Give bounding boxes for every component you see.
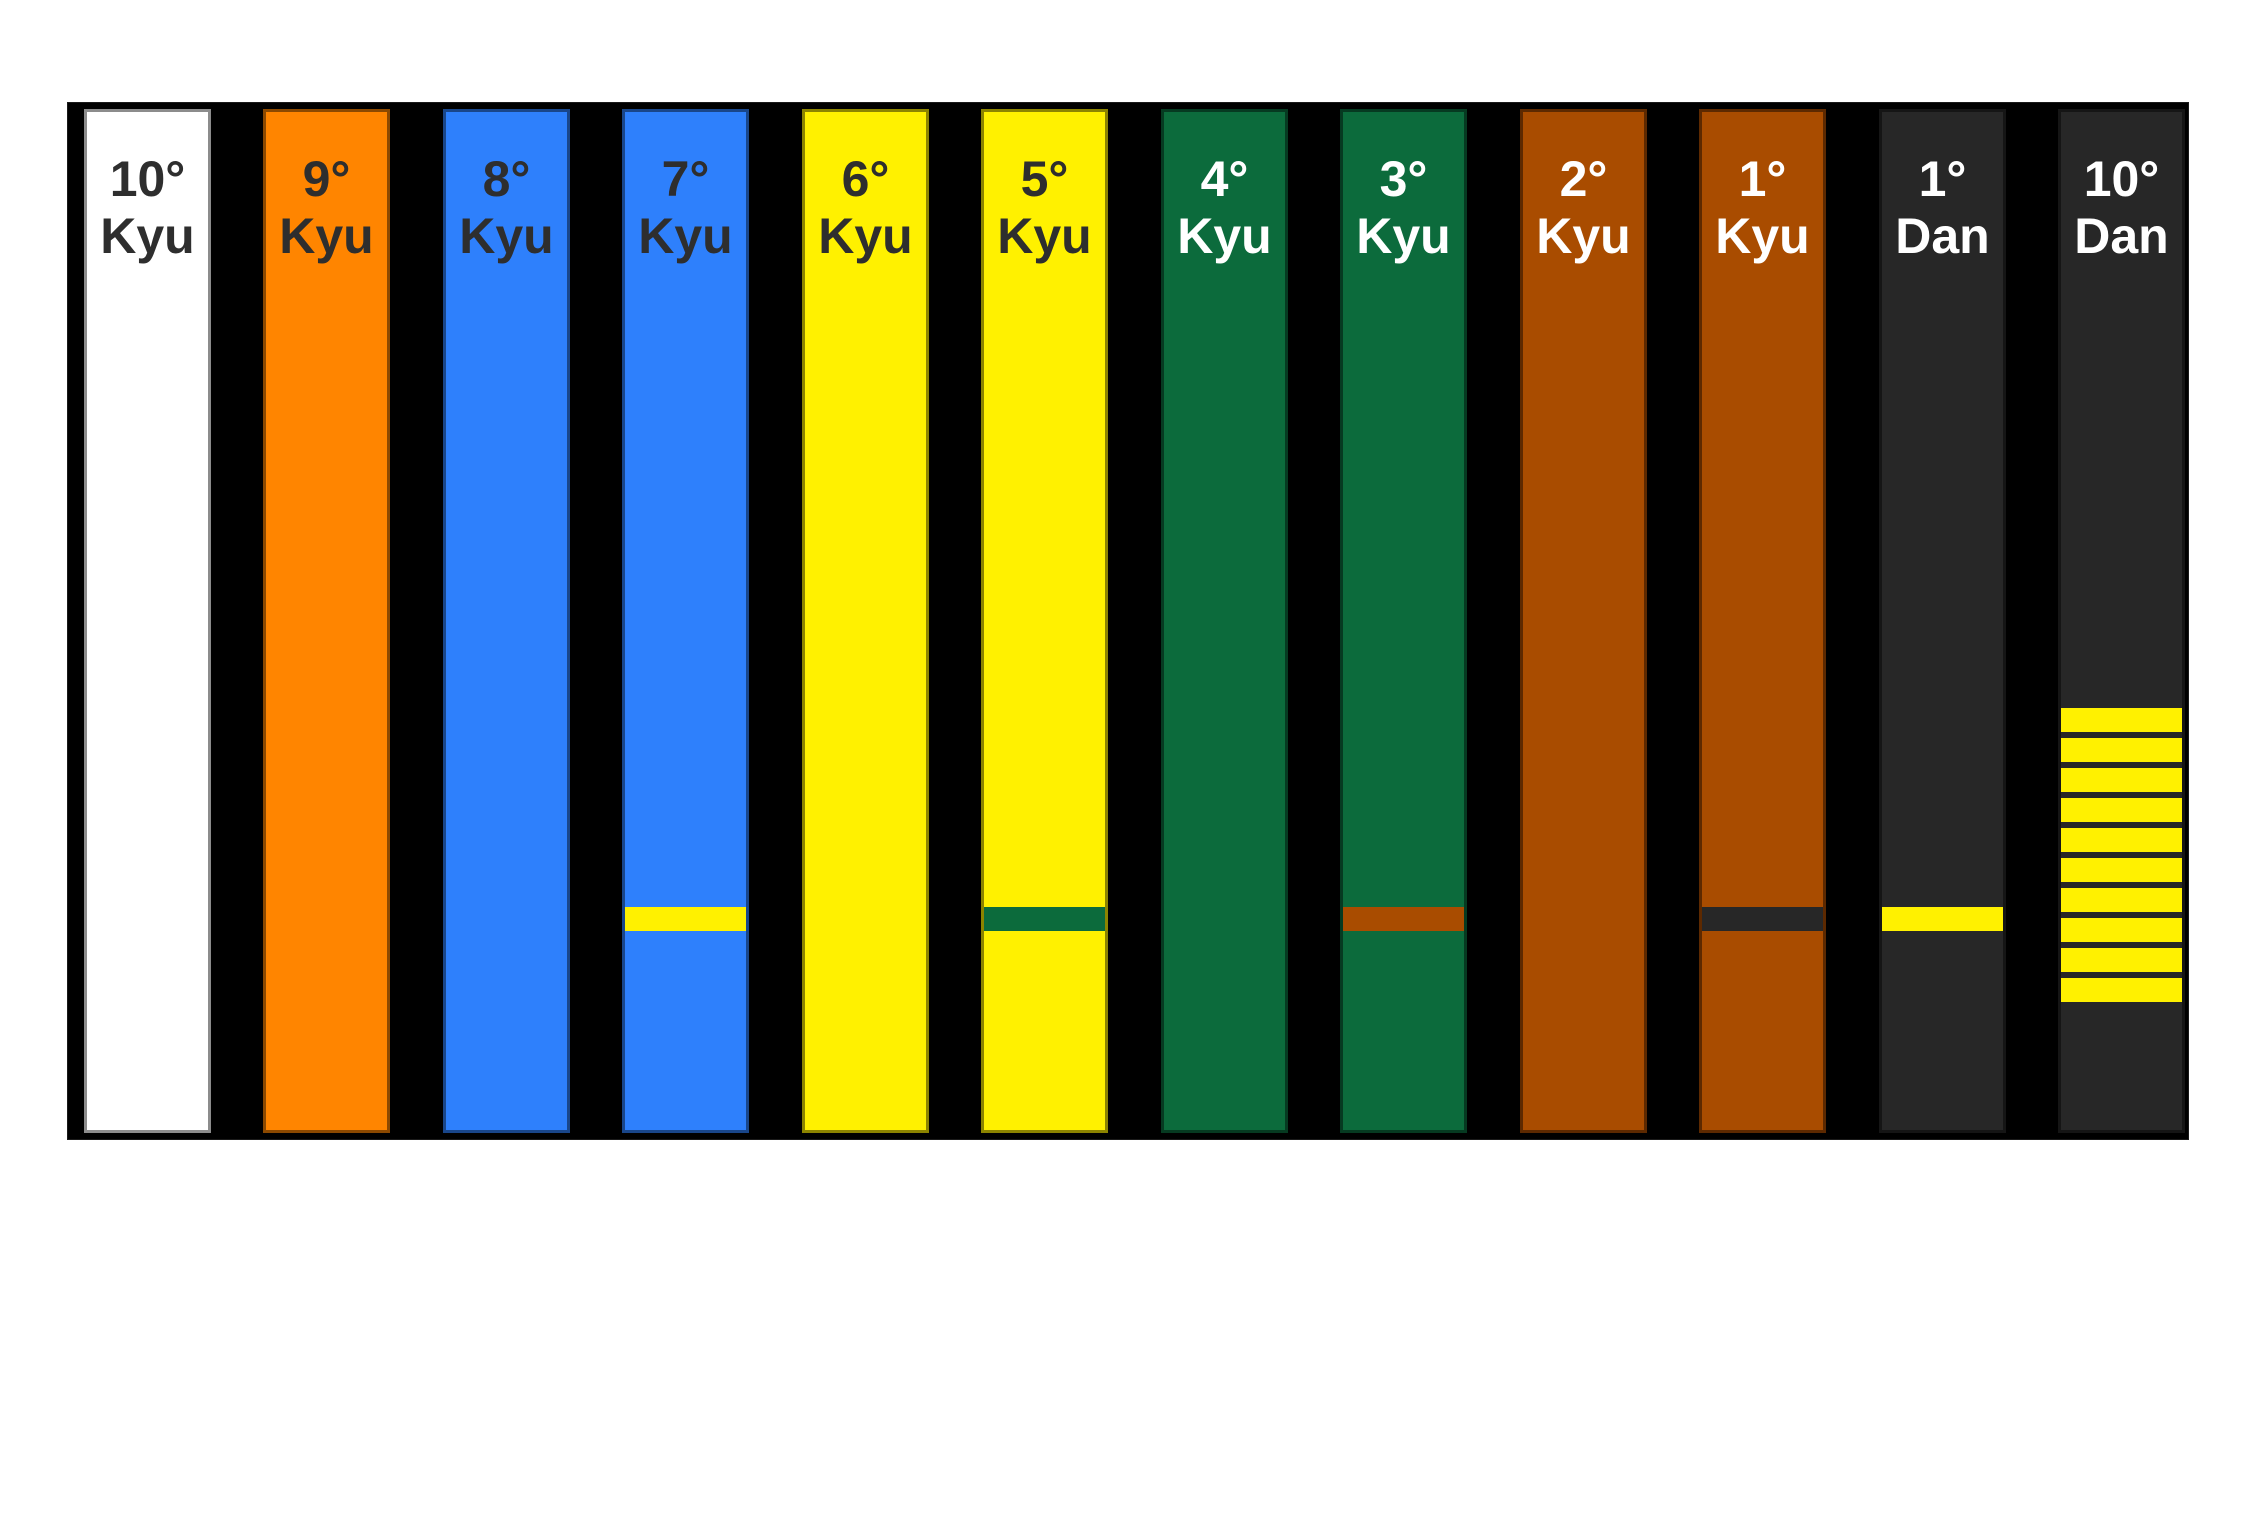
belt-kyu-9: 9° Kyu <box>263 109 390 1133</box>
belt-grade-label: Kyu <box>1356 208 1451 264</box>
belt-stripe <box>2061 948 2182 972</box>
belt-kyu-8: 8° Kyu <box>443 109 570 1133</box>
belt-stripe <box>2061 738 2182 762</box>
belt-degree-label: 5° <box>1020 151 1069 207</box>
belt-grade-label: Kyu <box>818 208 913 264</box>
belt-kyu-7: 7° Kyu <box>622 109 749 1133</box>
belt-degree-label: 3° <box>1379 151 1428 207</box>
belt-degree-label: 10° <box>109 151 186 207</box>
belt-kyu-10: 10° Kyu <box>84 109 211 1133</box>
belt-degree-label: 1° <box>1918 151 1967 207</box>
belt-kyu-6: 6° Kyu <box>802 109 929 1133</box>
belt-degree-label: 8° <box>482 151 531 207</box>
belt-grade-label: Dan <box>1895 208 1990 264</box>
belt-grade-label: Kyu <box>1177 208 1272 264</box>
belt-stripe <box>2061 798 2182 822</box>
belt-stripe <box>984 907 1105 931</box>
belt-degree-label: 6° <box>841 151 890 207</box>
belt-dan-1: 1° Dan <box>1879 109 2006 1133</box>
belt-label-kyu-10: 10° Kyu <box>87 151 208 265</box>
belt-label-kyu-1: 1° Kyu <box>1702 151 1823 265</box>
belt-stripe <box>2061 828 2182 852</box>
belt-label-kyu-2: 2° Kyu <box>1523 151 1644 265</box>
belt-stripe <box>2061 858 2182 882</box>
belt-stripe <box>1882 907 2003 931</box>
belt-stripe <box>1702 907 1823 931</box>
belt-degree-label: 7° <box>661 151 710 207</box>
belt-kyu-4: 4° Kyu <box>1161 109 1288 1133</box>
belt-stripe <box>1343 907 1464 931</box>
belt-grade-label: Kyu <box>638 208 733 264</box>
belt-label-kyu-8: 8° Kyu <box>446 151 567 265</box>
belt-stripe <box>625 907 746 931</box>
belt-dan-10: 10° Dan <box>2058 109 2185 1133</box>
belt-kyu-1: 1° Kyu <box>1699 109 1826 1133</box>
belt-label-kyu-5: 5° Kyu <box>984 151 1105 265</box>
belt-degree-label: 4° <box>1200 151 1249 207</box>
belt-degree-label: 10° <box>2083 151 2160 207</box>
belt-grade-label: Kyu <box>1715 208 1810 264</box>
belt-grade-label: Dan <box>2074 208 2169 264</box>
belt-stripe <box>2061 708 2182 732</box>
belt-label-kyu-9: 9° Kyu <box>266 151 387 265</box>
belt-grade-label: Kyu <box>459 208 554 264</box>
belt-stripe <box>2061 978 2182 1002</box>
belt-kyu-3: 3° Kyu <box>1340 109 1467 1133</box>
belt-degree-label: 1° <box>1738 151 1787 207</box>
belt-kyu-5: 5° Kyu <box>981 109 1108 1133</box>
belt-rank-board: 10° Kyu 9° Kyu 8° Kyu 7° Kyu 6° Kyu 5° Kyu 4° Kyu 3° Ky… <box>67 102 2189 1140</box>
belt-label-kyu-7: 7° Kyu <box>625 151 746 265</box>
belt-grade-label: Kyu <box>1536 208 1631 264</box>
belt-stripe <box>2061 918 2182 942</box>
belt-label-kyu-6: 6° Kyu <box>805 151 926 265</box>
belt-grade-label: Kyu <box>100 208 195 264</box>
belt-degree-label: 2° <box>1559 151 1608 207</box>
belt-grade-label: Kyu <box>279 208 374 264</box>
belt-stripe <box>2061 888 2182 912</box>
belt-stripe <box>2061 768 2182 792</box>
belt-label-kyu-4: 4° Kyu <box>1164 151 1285 265</box>
belt-kyu-2: 2° Kyu <box>1520 109 1647 1133</box>
belt-grade-label: Kyu <box>997 208 1092 264</box>
belt-label-kyu-3: 3° Kyu <box>1343 151 1464 265</box>
belt-label-dan-10: 10° Dan <box>2061 151 2182 265</box>
belt-label-dan-1: 1° Dan <box>1882 151 2003 265</box>
belt-degree-label: 9° <box>302 151 351 207</box>
